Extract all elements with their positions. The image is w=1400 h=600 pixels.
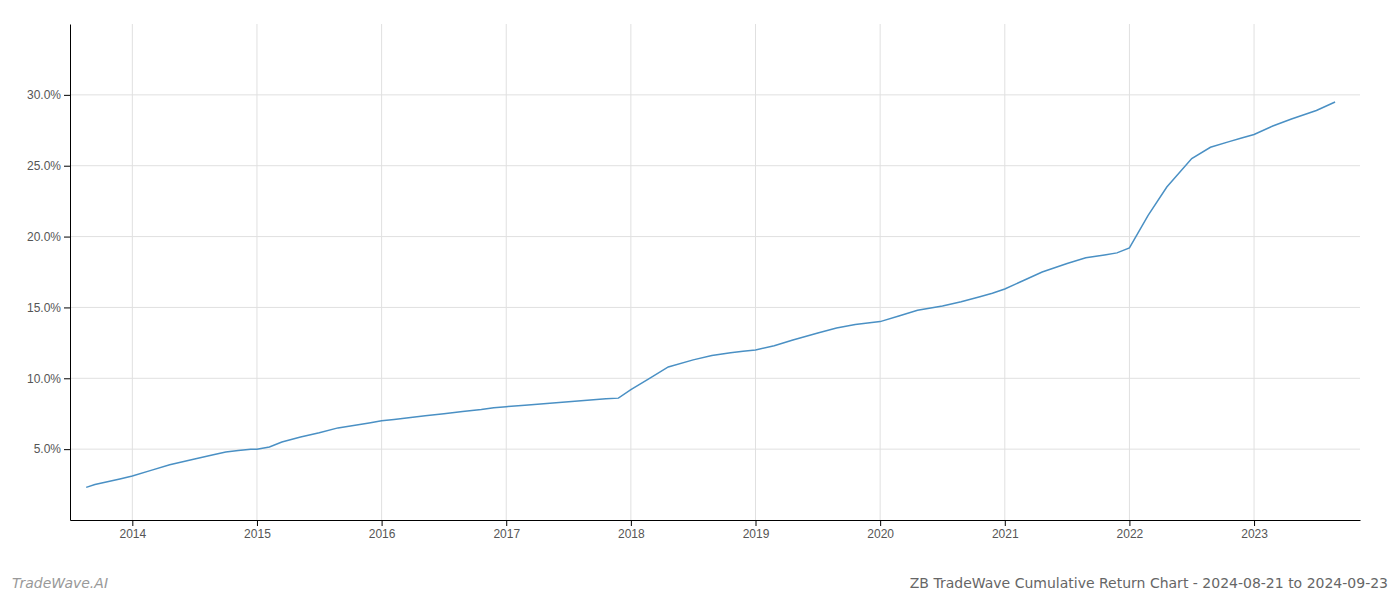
- y-tick-label: 25.0%: [27, 159, 61, 173]
- x-tick-label: 2021: [992, 527, 1019, 541]
- x-tick-mark: [631, 520, 632, 526]
- title: ZB TradeWave Cumulative Return Chart - 2…: [910, 575, 1388, 591]
- x-tick-mark: [1005, 520, 1006, 526]
- x-grid-line: [1129, 24, 1130, 520]
- y-tick: 25.0%: [27, 159, 70, 173]
- watermark: TradeWave.AI: [12, 575, 108, 591]
- x-grid-line: [1254, 24, 1255, 520]
- y-tick-label: 15.0%: [27, 301, 61, 315]
- grid: [70, 24, 1360, 520]
- y-tick-label: 10.0%: [27, 372, 61, 386]
- plot-area: [86, 102, 1335, 487]
- y-tick-label: 30.0%: [27, 88, 61, 102]
- x-grid-line: [1004, 24, 1005, 520]
- y-tick-label: 20.0%: [27, 230, 61, 244]
- y-tick-mark: [64, 449, 70, 450]
- x-grid-line: [880, 24, 881, 520]
- y-grid-line: [70, 449, 1360, 450]
- y-tick-mark: [64, 95, 70, 96]
- x-tick: 2021: [992, 520, 1019, 541]
- y-tick-label: 5.0%: [34, 442, 62, 456]
- x-tick-label: 2015: [244, 527, 271, 541]
- y-axis: 5.0% 10.0% 15.0% 20.0% 25.0% 30.0%: [27, 25, 71, 521]
- x-tick: 2018: [618, 520, 645, 541]
- x-tick: 2023: [1241, 520, 1268, 541]
- chart: 2014 2015 2016 2017 2018 2019 2020 2021 2022 2023…: [0, 0, 1400, 600]
- y-tick-mark: [64, 307, 70, 308]
- x-grid-line: [256, 24, 257, 520]
- x-tick-mark: [257, 520, 258, 526]
- x-grid-line: [506, 24, 507, 520]
- x-axis-line: [71, 520, 1361, 521]
- y-grid-line: [70, 378, 1360, 379]
- x-tick-mark: [132, 520, 133, 526]
- x-tick: 2015: [244, 520, 271, 541]
- x-tick: 2014: [119, 520, 146, 541]
- y-tick-mark: [64, 378, 70, 379]
- x-tick: 2022: [1117, 520, 1144, 541]
- y-tick-mark: [64, 166, 70, 167]
- x-tick-label: 2016: [369, 527, 396, 541]
- x-axis: 2014 2015 2016 2017 2018 2019 2020 2021 2022 2023: [71, 520, 1361, 541]
- x-tick-mark: [1129, 520, 1130, 526]
- y-grid-line: [70, 94, 1360, 95]
- x-tick-mark: [506, 520, 507, 526]
- x-tick-mark: [880, 520, 881, 526]
- x-grid-line: [381, 24, 382, 520]
- y-grid-line: [70, 307, 1360, 308]
- x-tick-label: 2018: [618, 527, 645, 541]
- x-tick-label: 2020: [867, 527, 894, 541]
- y-grid-line: [70, 165, 1360, 166]
- x-tick-label: 2023: [1241, 527, 1268, 541]
- y-tick: 10.0%: [27, 372, 70, 386]
- x-tick-label: 2017: [493, 527, 520, 541]
- x-tick-mark: [756, 520, 757, 526]
- y-tick: 5.0%: [34, 442, 70, 456]
- line: [86, 102, 1335, 487]
- y-axis-line: [70, 25, 71, 521]
- x-tick-mark: [1254, 520, 1255, 526]
- x-tick: 2017: [493, 520, 520, 541]
- x-grid-line: [630, 24, 631, 520]
- x-grid-line: [755, 24, 756, 520]
- x-tick-label: 2014: [119, 527, 146, 541]
- x-tick: 2016: [369, 520, 396, 541]
- x-tick-label: 2019: [743, 527, 770, 541]
- y-tick: 30.0%: [27, 88, 70, 102]
- x-tick: 2020: [867, 520, 894, 541]
- y-tick: 15.0%: [27, 301, 70, 315]
- y-tick-mark: [64, 237, 70, 238]
- y-grid-line: [70, 236, 1360, 237]
- x-tick: 2019: [743, 520, 770, 541]
- x-tick-mark: [382, 520, 383, 526]
- x-tick-label: 2022: [1117, 527, 1144, 541]
- y-tick: 20.0%: [27, 230, 70, 244]
- x-grid-line: [132, 24, 133, 520]
